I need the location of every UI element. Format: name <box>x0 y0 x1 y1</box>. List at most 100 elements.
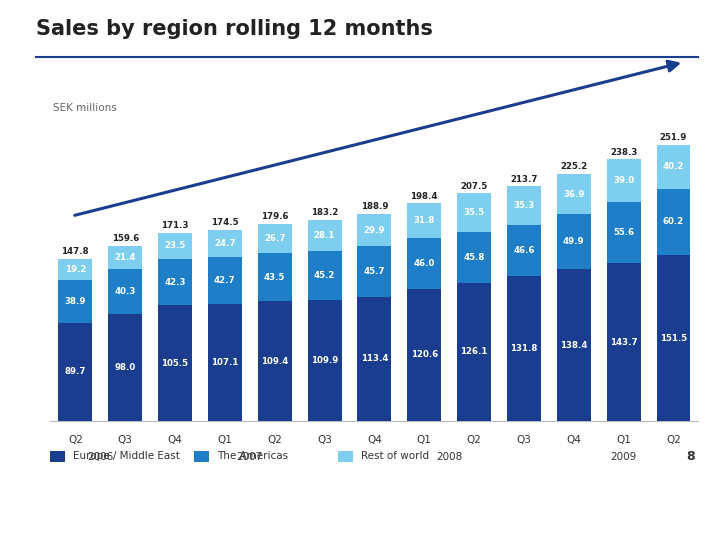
Text: 49.9: 49.9 <box>563 237 585 246</box>
Text: 143.7: 143.7 <box>610 338 637 347</box>
Text: 120.6: 120.6 <box>410 350 438 360</box>
Text: 207.5: 207.5 <box>461 181 487 191</box>
Text: 35.3: 35.3 <box>513 201 534 211</box>
Bar <box>208 230 242 256</box>
Text: 213.7: 213.7 <box>510 175 538 184</box>
Text: 40.2: 40.2 <box>663 162 684 171</box>
Text: Q1: Q1 <box>616 435 631 445</box>
Text: Q4: Q4 <box>567 435 581 445</box>
Text: Market presence and growth: Market presence and growth <box>22 511 181 521</box>
Bar <box>607 202 641 264</box>
Text: 46.6: 46.6 <box>513 246 535 255</box>
Bar <box>607 264 641 421</box>
Bar <box>307 220 341 251</box>
Text: 89.7: 89.7 <box>65 367 86 376</box>
Text: 126.1: 126.1 <box>460 347 487 356</box>
Text: 2007: 2007 <box>237 452 263 462</box>
Bar <box>457 193 491 232</box>
Text: 19.2: 19.2 <box>65 265 86 274</box>
Text: 179.6: 179.6 <box>261 212 289 221</box>
Text: 39.0: 39.0 <box>613 177 634 185</box>
Text: 42.7: 42.7 <box>214 275 235 285</box>
Bar <box>258 301 292 421</box>
Bar <box>657 145 690 188</box>
Text: Q2: Q2 <box>467 435 482 445</box>
Bar <box>507 276 541 421</box>
Bar <box>557 269 590 421</box>
Text: 2009: 2009 <box>611 452 636 462</box>
Bar <box>307 251 341 300</box>
Text: 21.4: 21.4 <box>114 253 136 262</box>
Bar <box>557 214 590 269</box>
Bar <box>357 214 392 246</box>
Bar <box>158 259 192 305</box>
Text: 131.8: 131.8 <box>510 345 538 353</box>
Bar <box>357 296 392 421</box>
Text: 45.2: 45.2 <box>314 271 336 280</box>
Text: SEK millions: SEK millions <box>53 103 117 113</box>
Bar <box>357 246 392 296</box>
Text: Q2: Q2 <box>68 435 83 445</box>
Text: Q1: Q1 <box>417 435 432 445</box>
Text: 151.5: 151.5 <box>660 334 687 342</box>
Text: 24.7: 24.7 <box>214 239 235 248</box>
Text: Q4: Q4 <box>168 435 182 445</box>
Bar <box>208 303 242 421</box>
Text: 183.2: 183.2 <box>311 208 338 217</box>
Text: 23.5: 23.5 <box>164 241 186 251</box>
Text: 113.4: 113.4 <box>361 354 388 363</box>
Bar <box>108 246 142 269</box>
Text: 159.6: 159.6 <box>112 234 139 243</box>
Text: 42.3: 42.3 <box>164 278 186 287</box>
Bar <box>507 225 541 276</box>
Bar <box>457 232 491 283</box>
Bar <box>58 323 92 421</box>
Text: 188.9: 188.9 <box>361 202 388 211</box>
Text: 2008: 2008 <box>436 452 462 462</box>
Text: 109.4: 109.4 <box>261 356 289 366</box>
Text: 60.2: 60.2 <box>663 217 684 226</box>
Bar <box>657 255 690 421</box>
Bar <box>258 253 292 301</box>
Text: 138.4: 138.4 <box>560 341 588 350</box>
Text: 225.2: 225.2 <box>560 162 588 171</box>
Text: 28.1: 28.1 <box>314 231 336 240</box>
Text: 31.8: 31.8 <box>413 216 435 225</box>
Bar <box>158 305 192 421</box>
Text: 38.9: 38.9 <box>65 297 86 306</box>
Text: 26.7: 26.7 <box>264 234 285 243</box>
Text: 251.9: 251.9 <box>660 133 687 142</box>
Bar <box>408 238 441 289</box>
Text: 43.5: 43.5 <box>264 273 285 282</box>
Bar <box>307 300 341 421</box>
Text: Q3: Q3 <box>516 435 531 445</box>
Text: Rest of world: Rest of world <box>361 451 430 461</box>
Text: 2006: 2006 <box>87 452 113 462</box>
Text: 171.3: 171.3 <box>161 221 189 231</box>
Bar <box>557 174 590 214</box>
Text: Q2: Q2 <box>666 435 681 445</box>
Bar <box>58 259 92 280</box>
Bar <box>607 159 641 202</box>
Bar <box>408 289 441 421</box>
Bar <box>507 186 541 225</box>
Text: 105.5: 105.5 <box>161 359 189 368</box>
Text: Vitrolife: Vitrolife <box>526 504 621 524</box>
Text: 29.9: 29.9 <box>364 226 385 234</box>
Text: Q4: Q4 <box>367 435 382 445</box>
Text: 98.0: 98.0 <box>114 363 136 372</box>
Text: 40.3: 40.3 <box>114 287 136 296</box>
Bar <box>208 256 242 303</box>
Text: 238.3: 238.3 <box>610 148 637 157</box>
Text: 36.9: 36.9 <box>563 190 585 199</box>
Text: 35.5: 35.5 <box>464 208 485 218</box>
Text: 109.9: 109.9 <box>311 356 338 366</box>
Bar <box>258 224 292 253</box>
Bar <box>408 203 441 238</box>
Text: 46.0: 46.0 <box>413 259 435 268</box>
Text: 147.8: 147.8 <box>61 247 89 256</box>
Text: Sales by region rolling 12 months: Sales by region rolling 12 months <box>36 19 433 39</box>
Text: 45.8: 45.8 <box>464 253 485 262</box>
Bar <box>58 280 92 323</box>
Text: Europe / Middle East: Europe / Middle East <box>73 451 180 461</box>
